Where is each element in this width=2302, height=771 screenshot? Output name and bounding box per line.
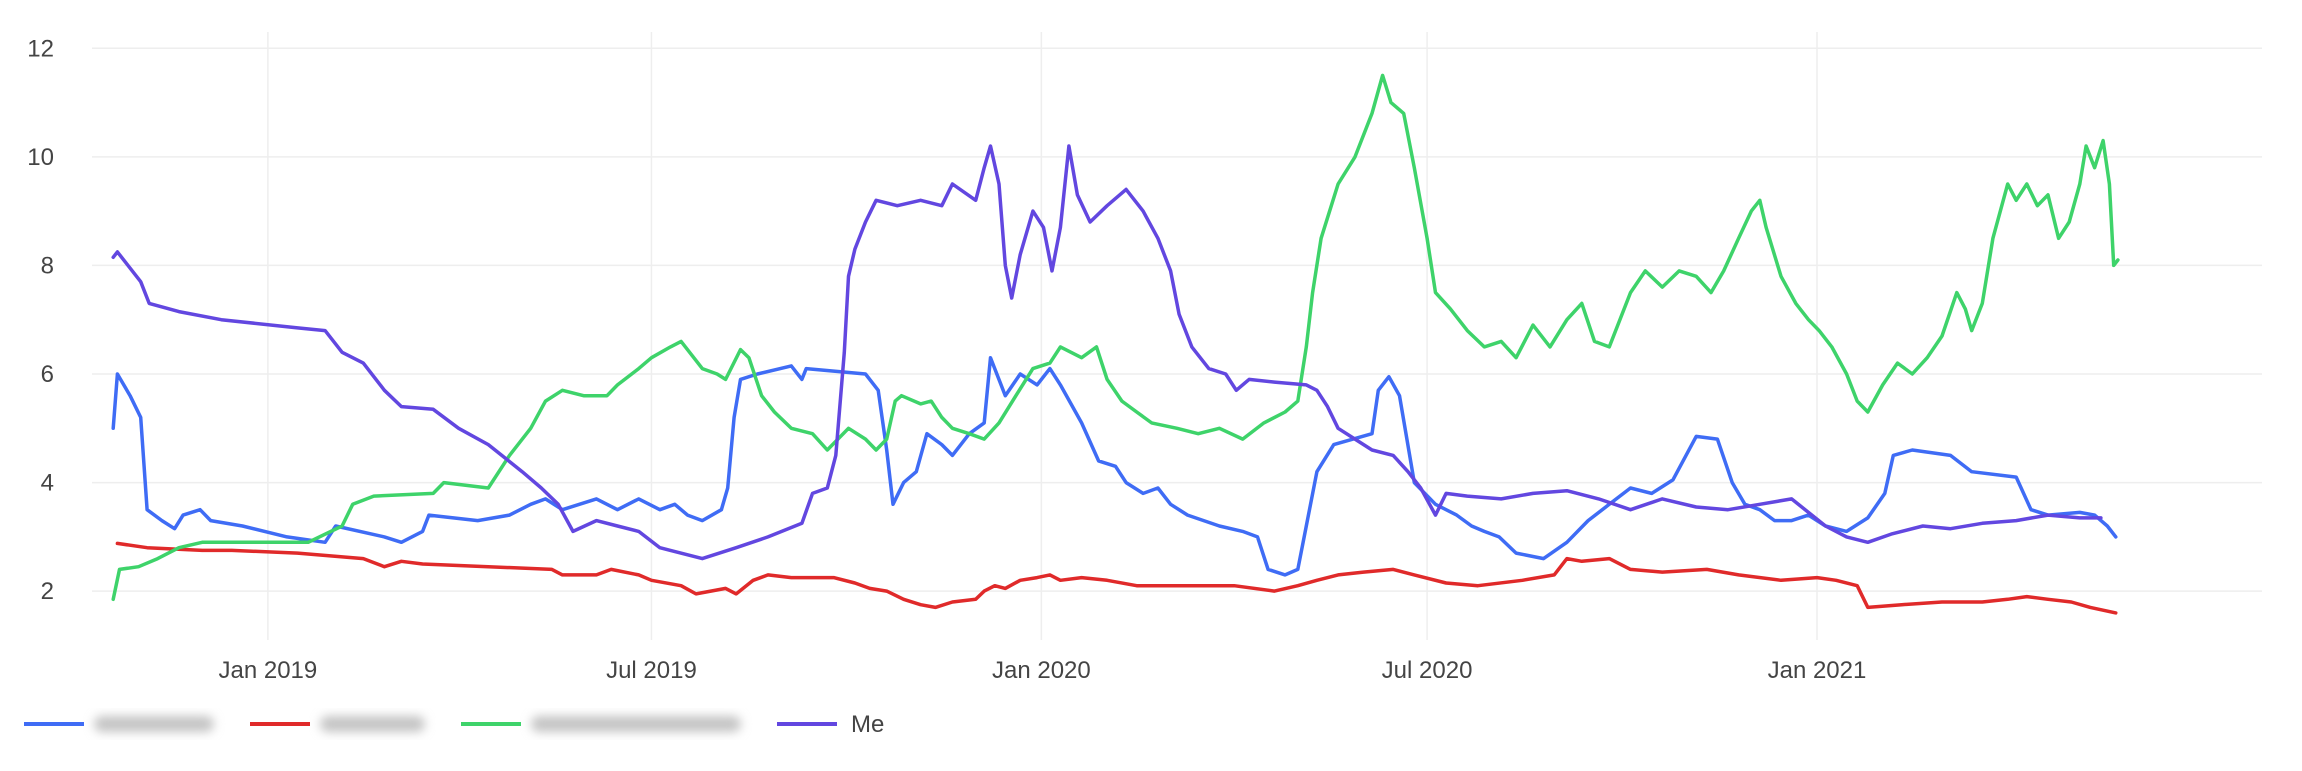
x-tick-label: Jul 2020	[1382, 657, 1473, 684]
legend-item-3[interactable]	[461, 716, 741, 732]
series-lines	[111, 73, 2120, 615]
x-axis-ticks: Jan 2019 Jul 2019 Jan 2020 Jul 2020 Jan 2021	[219, 657, 1867, 684]
legend-label-redacted	[320, 716, 425, 732]
legend-item-2[interactable]	[250, 716, 425, 732]
y-tick-label: 12	[27, 35, 54, 62]
legend-label: Me	[851, 711, 884, 738]
legend-item-1[interactable]	[24, 716, 214, 732]
legend-item-4[interactable]: Me	[777, 711, 884, 738]
x-tick-label: Jan 2020	[992, 657, 1091, 684]
legend-label-redacted	[531, 716, 741, 732]
y-tick-label: 4	[41, 470, 54, 497]
y-tick-label: 10	[27, 144, 54, 171]
y-tick-label: 6	[41, 361, 54, 388]
y-tick-label: 8	[41, 252, 54, 279]
series-line-2[interactable]	[115, 541, 2118, 615]
gridlines	[92, 32, 2262, 640]
y-axis-ticks: 2 4 6 8 10 12	[27, 35, 54, 605]
x-tick-label: Jul 2019	[606, 657, 697, 684]
x-tick-label: Jan 2021	[1768, 657, 1867, 684]
y-tick-label: 2	[41, 578, 54, 605]
x-tick-label: Jan 2019	[219, 657, 318, 684]
series-line-4[interactable]	[111, 144, 2103, 561]
series-line-3[interactable]	[111, 73, 2120, 602]
legend-label-redacted	[94, 716, 214, 732]
legend: Me	[24, 711, 884, 738]
